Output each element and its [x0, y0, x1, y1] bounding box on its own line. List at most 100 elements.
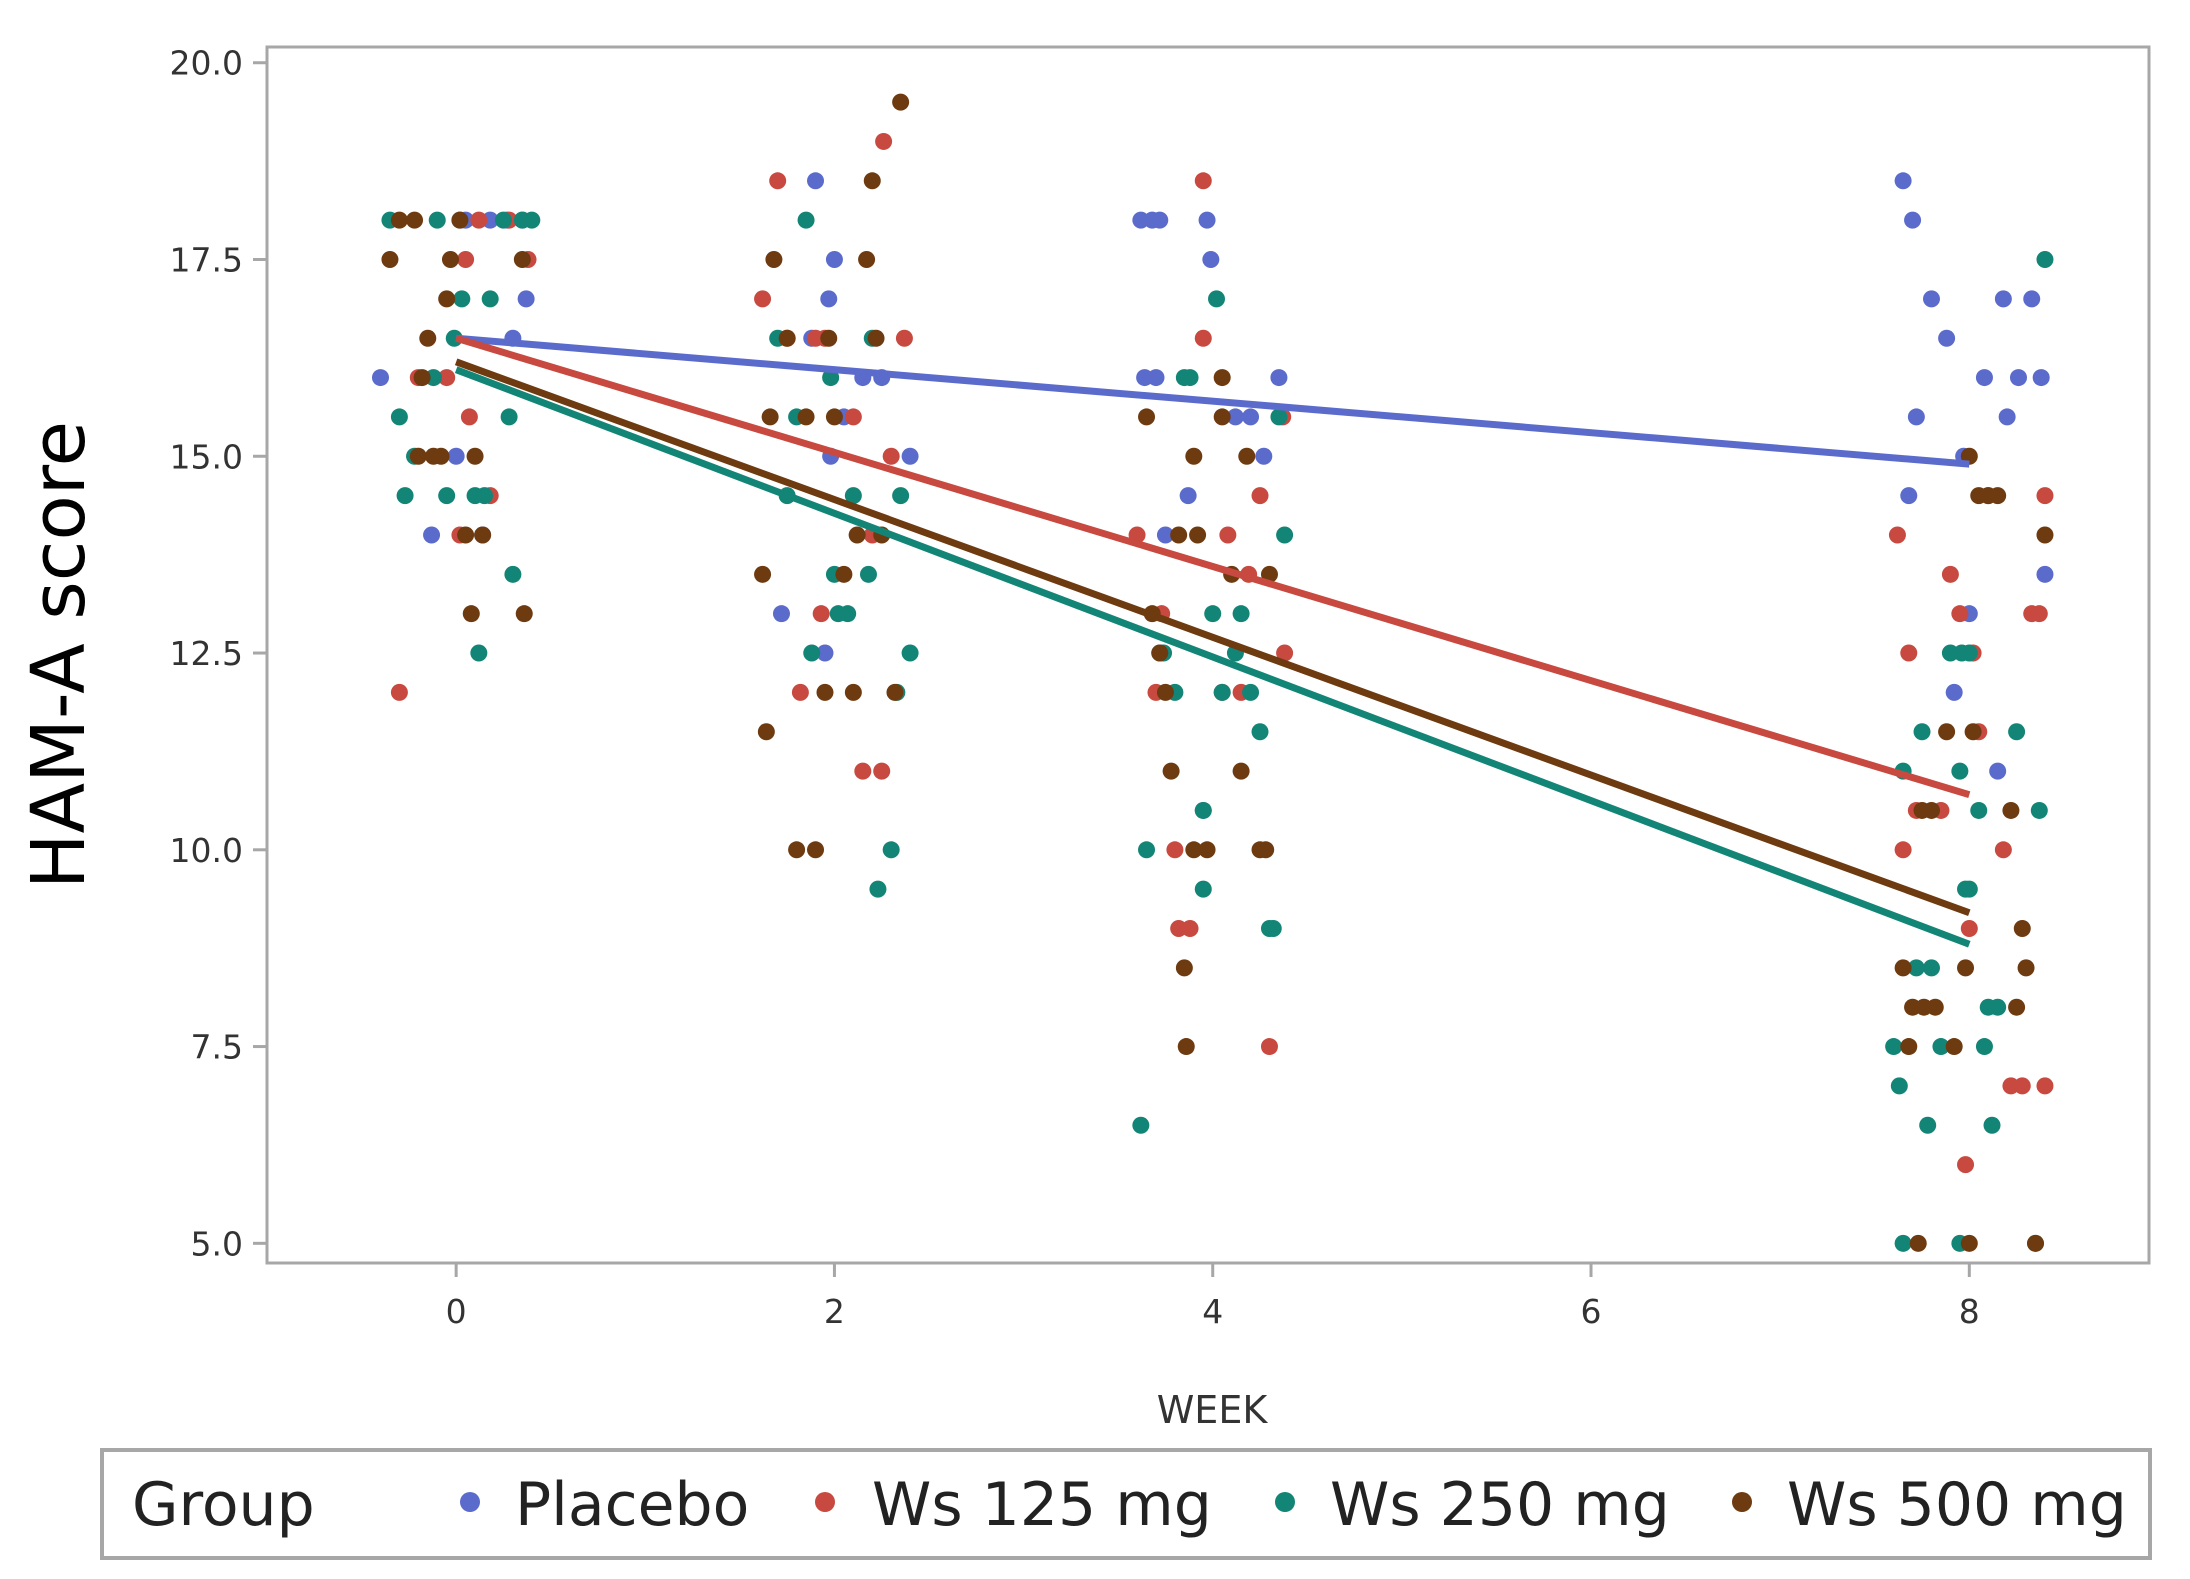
- point-ws-125-mg: [812, 605, 830, 623]
- point-ws-250-mg: [1276, 526, 1294, 544]
- point-ws-250-mg: [901, 644, 919, 662]
- point-ws-125-mg: [1994, 841, 2012, 859]
- point-ws-250-mg: [1132, 1116, 1150, 1134]
- point-placebo: [1179, 487, 1197, 505]
- y-tick-label: 15.0: [170, 437, 243, 476]
- point-ws-500-mg: [858, 251, 876, 269]
- point-ws-125-mg: [2036, 487, 2054, 505]
- point-ws-500-mg: [754, 565, 772, 583]
- point-ws-125-mg: [844, 408, 862, 426]
- point-ws-250-mg: [797, 211, 815, 229]
- point-ws-250-mg: [1204, 605, 1222, 623]
- point-ws-500-mg: [1162, 762, 1180, 780]
- point-ws-250-mg: [438, 487, 456, 505]
- point-ws-250-mg: [1213, 683, 1231, 701]
- point-placebo: [816, 644, 834, 662]
- x-tick-label: 8: [1959, 1292, 1980, 1331]
- point-ws-125-mg: [1276, 644, 1294, 662]
- legend-label-ws-500: Ws 500 mg: [1787, 1470, 2127, 1540]
- point-ws-500-mg: [867, 329, 885, 347]
- point-ws-250-mg: [2008, 723, 2026, 741]
- point-ws-250-mg: [822, 369, 840, 387]
- point-ws-500-mg: [1894, 959, 1912, 977]
- legend-label-ws-125: Ws 125 mg: [872, 1470, 1212, 1540]
- point-ws-250-mg: [1232, 605, 1250, 623]
- point-placebo: [1938, 329, 1956, 347]
- point-ws-125-mg: [1194, 329, 1212, 347]
- point-placebo: [1156, 526, 1174, 544]
- point-ws-250-mg: [1960, 880, 1978, 898]
- point-ws-250-mg: [470, 644, 488, 662]
- point-placebo: [1975, 369, 1993, 387]
- point-placebo: [1922, 290, 1940, 308]
- point-placebo: [1270, 369, 1288, 387]
- point-ws-250-mg: [1885, 1038, 1903, 1056]
- x-axis-title: WEEK: [1157, 1388, 1269, 1432]
- point-ws-500-mg: [474, 526, 492, 544]
- point-placebo: [1998, 408, 2016, 426]
- point-ws-250-mg: [396, 487, 414, 505]
- point-ws-500-mg: [807, 841, 825, 859]
- point-placebo: [825, 251, 843, 269]
- point-ws-500-mg: [2002, 801, 2020, 819]
- x-tick-label: 0: [446, 1292, 467, 1331]
- point-ws-125-mg: [1166, 841, 1184, 859]
- point-ws-125-mg: [1951, 605, 1969, 623]
- point-ws-500-mg: [1177, 1038, 1195, 1056]
- point-ws-250-mg: [453, 290, 471, 308]
- point-ws-250-mg: [869, 880, 887, 898]
- scatter-points: [371, 93, 2054, 1252]
- point-ws-500-mg: [778, 329, 796, 347]
- x-tick-label: 4: [1202, 1292, 1223, 1331]
- point-ws-250-mg: [1264, 920, 1282, 938]
- point-ws-500-mg: [1957, 959, 1975, 977]
- point-placebo: [1151, 211, 1169, 229]
- point-placebo: [1136, 369, 1154, 387]
- point-ws-500-mg: [886, 683, 904, 701]
- y-tick-label: 10.0: [170, 831, 243, 870]
- point-ws-500-mg: [1151, 644, 1169, 662]
- point-ws-250-mg: [1932, 1038, 1950, 1056]
- point-ws-250-mg: [844, 487, 862, 505]
- point-ws-125-mg: [895, 329, 913, 347]
- legend-marker-ws-125: [815, 1492, 835, 1512]
- legend: Group Placebo Ws 125 mg Ws 250 mg Ws 500…: [100, 1448, 2152, 1560]
- point-ws-500-mg: [390, 211, 408, 229]
- point-ws-500-mg: [761, 408, 779, 426]
- legend-frame: [100, 1448, 2152, 1560]
- x-tick-label: 2: [824, 1292, 845, 1331]
- point-ws-500-mg: [2027, 1234, 2045, 1252]
- point-ws-500-mg: [1198, 841, 1216, 859]
- point-placebo: [2036, 565, 2054, 583]
- point-ws-250-mg: [1913, 723, 1931, 741]
- point-ws-500-mg: [1185, 447, 1203, 465]
- point-ws-250-mg: [1251, 723, 1269, 741]
- point-ws-250-mg: [1270, 408, 1288, 426]
- point-ws-250-mg: [892, 487, 910, 505]
- point-ws-125-mg: [390, 683, 408, 701]
- point-ws-250-mg: [1138, 841, 1156, 859]
- point-ws-125-mg: [1260, 1038, 1278, 1056]
- y-tick-label: 7.5: [191, 1028, 243, 1067]
- point-ws-250-mg: [1989, 998, 2007, 1016]
- legend-label-ws-250: Ws 250 mg: [1330, 1470, 1670, 1540]
- point-ws-250-mg: [1890, 1077, 1908, 1095]
- point-ws-250-mg: [1960, 644, 1978, 662]
- y-tick-label: 12.5: [170, 634, 243, 673]
- point-ws-125-mg: [873, 762, 891, 780]
- point-placebo: [1904, 211, 1922, 229]
- point-ws-250-mg: [882, 841, 900, 859]
- legend-marker-ws-500: [1732, 1492, 1752, 1512]
- point-ws-125-mg: [1251, 487, 1269, 505]
- point-ws-500-mg: [765, 251, 783, 269]
- point-ws-500-mg: [1185, 841, 1203, 859]
- point-ws-500-mg: [1232, 762, 1250, 780]
- point-ws-500-mg: [451, 211, 469, 229]
- point-ws-500-mg: [788, 841, 806, 859]
- point-ws-250-mg: [1975, 1038, 1993, 1056]
- point-ws-500-mg: [844, 683, 862, 701]
- point-ws-500-mg: [1938, 723, 1956, 741]
- point-ws-500-mg: [457, 526, 475, 544]
- point-ws-500-mg: [1156, 683, 1174, 701]
- point-ws-125-mg: [2013, 1077, 2031, 1095]
